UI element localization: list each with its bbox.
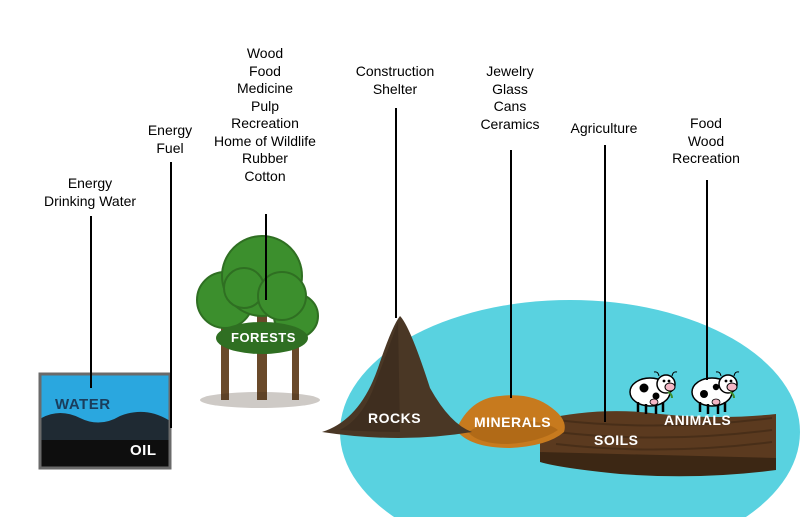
use-label: Medicine (214, 80, 316, 98)
use-label: Rubber (214, 150, 316, 168)
badge-minerals: MINERALS (474, 414, 551, 430)
badge-water: WATER (55, 396, 111, 413)
cow-1 (630, 372, 677, 414)
diagram-stage: EnergyDrinking WaterEnergyFuelWoodFoodMe… (0, 0, 806, 517)
uses-oil: EnergyFuel (148, 122, 192, 157)
use-label: Ceramics (480, 116, 539, 134)
use-label: Drinking Water (44, 193, 136, 211)
uses-water: EnergyDrinking Water (44, 175, 136, 210)
use-label: Shelter (356, 81, 435, 99)
use-label: Energy (44, 175, 136, 193)
use-label: Pulp (214, 98, 316, 116)
use-label: Cans (480, 98, 539, 116)
leader-forests (265, 214, 267, 300)
badge-rocks: ROCKS (368, 410, 421, 426)
use-label: Jewelry (480, 63, 539, 81)
uses-forests: WoodFoodMedicinePulpRecreationHome of Wi… (214, 45, 316, 185)
use-label: Food (672, 115, 740, 133)
leader-animals (706, 180, 708, 380)
leader-rocks (395, 108, 397, 318)
use-label: Home of Wildlife (214, 133, 316, 151)
use-label: Food (214, 63, 316, 81)
leader-soils (604, 145, 606, 422)
badge-oil: OIL (130, 442, 157, 459)
leader-water (90, 216, 92, 388)
use-label: Fuel (148, 140, 192, 158)
use-label: Wood (672, 133, 740, 151)
uses-soils: Agriculture (571, 120, 638, 138)
use-label: Cotton (214, 168, 316, 186)
use-label: Energy (148, 122, 192, 140)
use-label: Recreation (672, 150, 740, 168)
badge-forests: FORESTS (231, 330, 296, 345)
cow-2 (692, 372, 739, 414)
badge-animals: ANIMALS (664, 412, 731, 428)
uses-minerals: JewelryGlassCansCeramics (480, 63, 539, 133)
use-label: Agriculture (571, 120, 638, 138)
badge-soils: SOILS (594, 432, 639, 448)
use-label: Wood (214, 45, 316, 63)
leader-oil (170, 162, 172, 428)
leader-minerals (510, 150, 512, 398)
use-label: Recreation (214, 115, 316, 133)
use-label: Construction (356, 63, 435, 81)
uses-rocks: ConstructionShelter (356, 63, 435, 98)
use-label: Glass (480, 81, 539, 99)
uses-animals: FoodWoodRecreation (672, 115, 740, 168)
